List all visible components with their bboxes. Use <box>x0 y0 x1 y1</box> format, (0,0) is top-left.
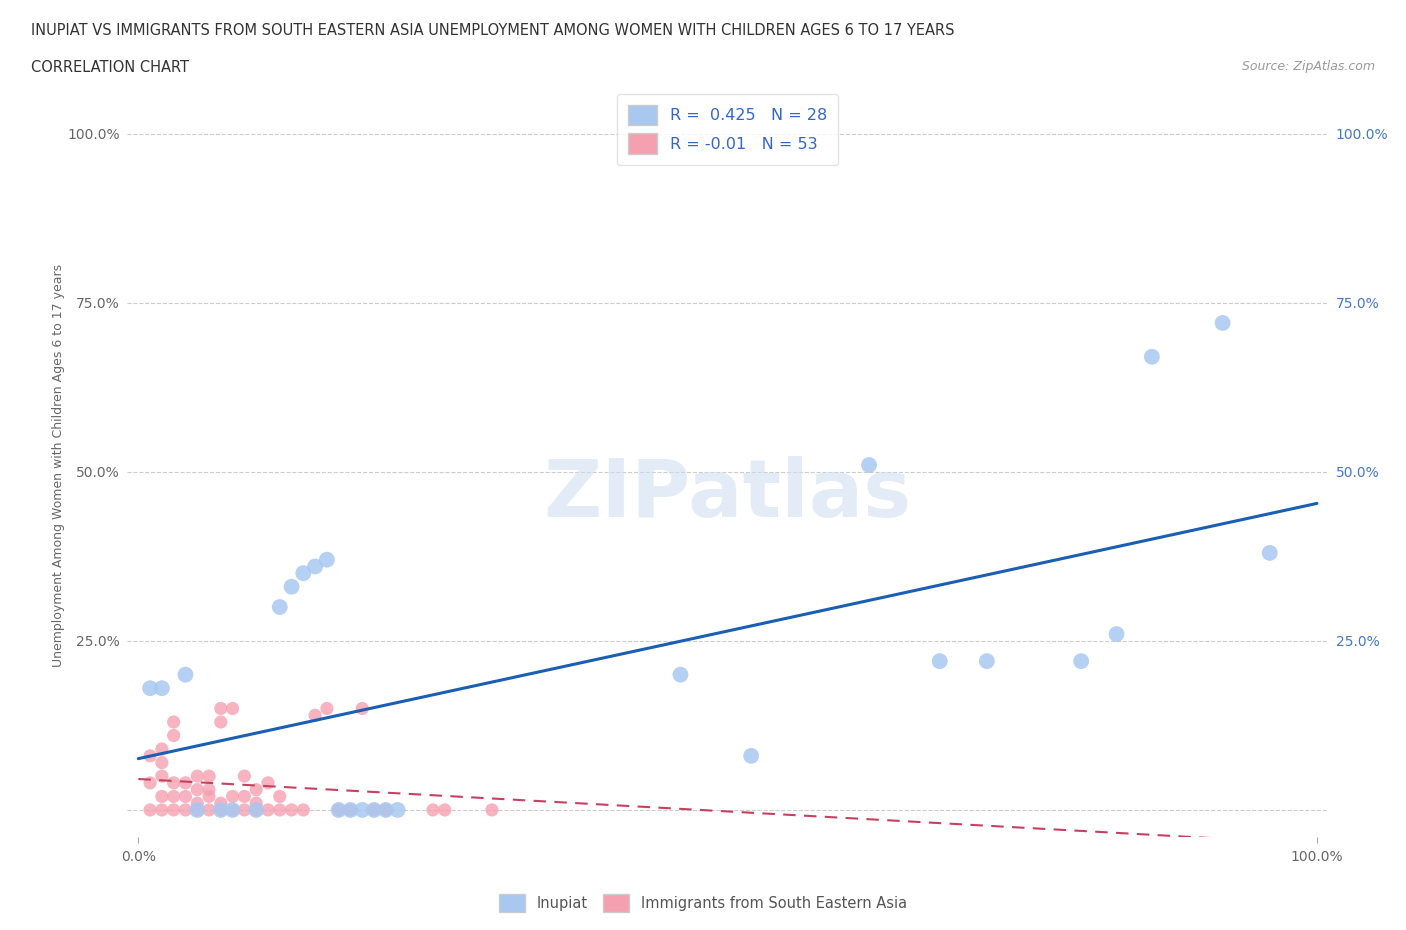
Point <box>304 708 326 723</box>
Point <box>163 776 186 790</box>
Point <box>150 769 173 784</box>
Point <box>233 769 256 784</box>
Point <box>150 789 173 804</box>
Point <box>209 714 232 729</box>
Point <box>139 776 162 790</box>
Point <box>209 803 232 817</box>
Point <box>1105 627 1128 642</box>
Point <box>209 803 232 817</box>
Text: INUPIAT VS IMMIGRANTS FROM SOUTH EASTERN ASIA UNEMPLOYMENT AMONG WOMEN WITH CHIL: INUPIAT VS IMMIGRANTS FROM SOUTH EASTERN… <box>31 23 955 38</box>
Point <box>363 803 385 817</box>
Point <box>245 803 267 817</box>
Point <box>740 749 762 764</box>
Point <box>1070 654 1092 669</box>
Point <box>198 789 221 804</box>
Legend: Inupiat, Immigrants from South Eastern Asia: Inupiat, Immigrants from South Eastern A… <box>494 888 912 918</box>
Point <box>186 803 208 817</box>
Point <box>315 552 337 567</box>
Point <box>339 803 361 817</box>
Point <box>174 667 197 682</box>
Point <box>280 803 302 817</box>
Point <box>245 796 267 811</box>
Point <box>339 803 361 817</box>
Point <box>1140 350 1163 365</box>
Point <box>221 701 243 716</box>
Point <box>209 701 232 716</box>
Point <box>221 803 243 817</box>
Text: CORRELATION CHART: CORRELATION CHART <box>31 60 188 75</box>
Point <box>163 803 186 817</box>
Point <box>186 769 208 784</box>
Point <box>150 803 173 817</box>
Point <box>209 796 232 811</box>
Point <box>374 803 396 817</box>
Point <box>163 789 186 804</box>
Point <box>315 701 337 716</box>
Point <box>928 654 950 669</box>
Point <box>481 803 503 817</box>
Point <box>257 776 280 790</box>
Point <box>150 741 173 756</box>
Point <box>221 789 243 804</box>
Point <box>139 681 162 696</box>
Point <box>292 565 315 580</box>
Point <box>976 654 998 669</box>
Point <box>186 803 208 817</box>
Point <box>858 458 880 472</box>
Point <box>328 803 350 817</box>
Point <box>363 803 385 817</box>
Point <box>186 782 208 797</box>
Point <box>1212 315 1234 330</box>
Point <box>269 789 291 804</box>
Point <box>186 796 208 811</box>
Point <box>257 803 280 817</box>
Text: ZIPatlas: ZIPatlas <box>544 456 911 534</box>
Point <box>280 579 302 594</box>
Point <box>198 803 221 817</box>
Point <box>387 803 409 817</box>
Point <box>422 803 444 817</box>
Point <box>198 769 221 784</box>
Point <box>163 714 186 729</box>
Legend: R =  0.425   N = 28, R = -0.01   N = 53: R = 0.425 N = 28, R = -0.01 N = 53 <box>617 94 838 165</box>
Point <box>163 728 186 743</box>
Point <box>139 749 162 764</box>
Point <box>150 755 173 770</box>
Point <box>1258 546 1281 561</box>
Point <box>269 600 291 615</box>
Point <box>292 803 315 817</box>
Point <box>174 789 197 804</box>
Point <box>233 803 256 817</box>
Point <box>139 803 162 817</box>
Point <box>669 667 692 682</box>
Point <box>352 803 374 817</box>
Point <box>269 803 291 817</box>
Text: Source: ZipAtlas.com: Source: ZipAtlas.com <box>1241 60 1375 73</box>
Point <box>198 782 221 797</box>
Point <box>374 803 396 817</box>
Point <box>233 789 256 804</box>
Point <box>221 803 243 817</box>
Point <box>174 776 197 790</box>
Point <box>174 803 197 817</box>
Point <box>304 559 326 574</box>
Point <box>352 701 374 716</box>
Point <box>150 681 173 696</box>
Point <box>328 803 350 817</box>
Point <box>245 782 267 797</box>
Y-axis label: Unemployment Among Women with Children Ages 6 to 17 years: Unemployment Among Women with Children A… <box>52 263 65 667</box>
Point <box>245 803 267 817</box>
Point <box>433 803 456 817</box>
